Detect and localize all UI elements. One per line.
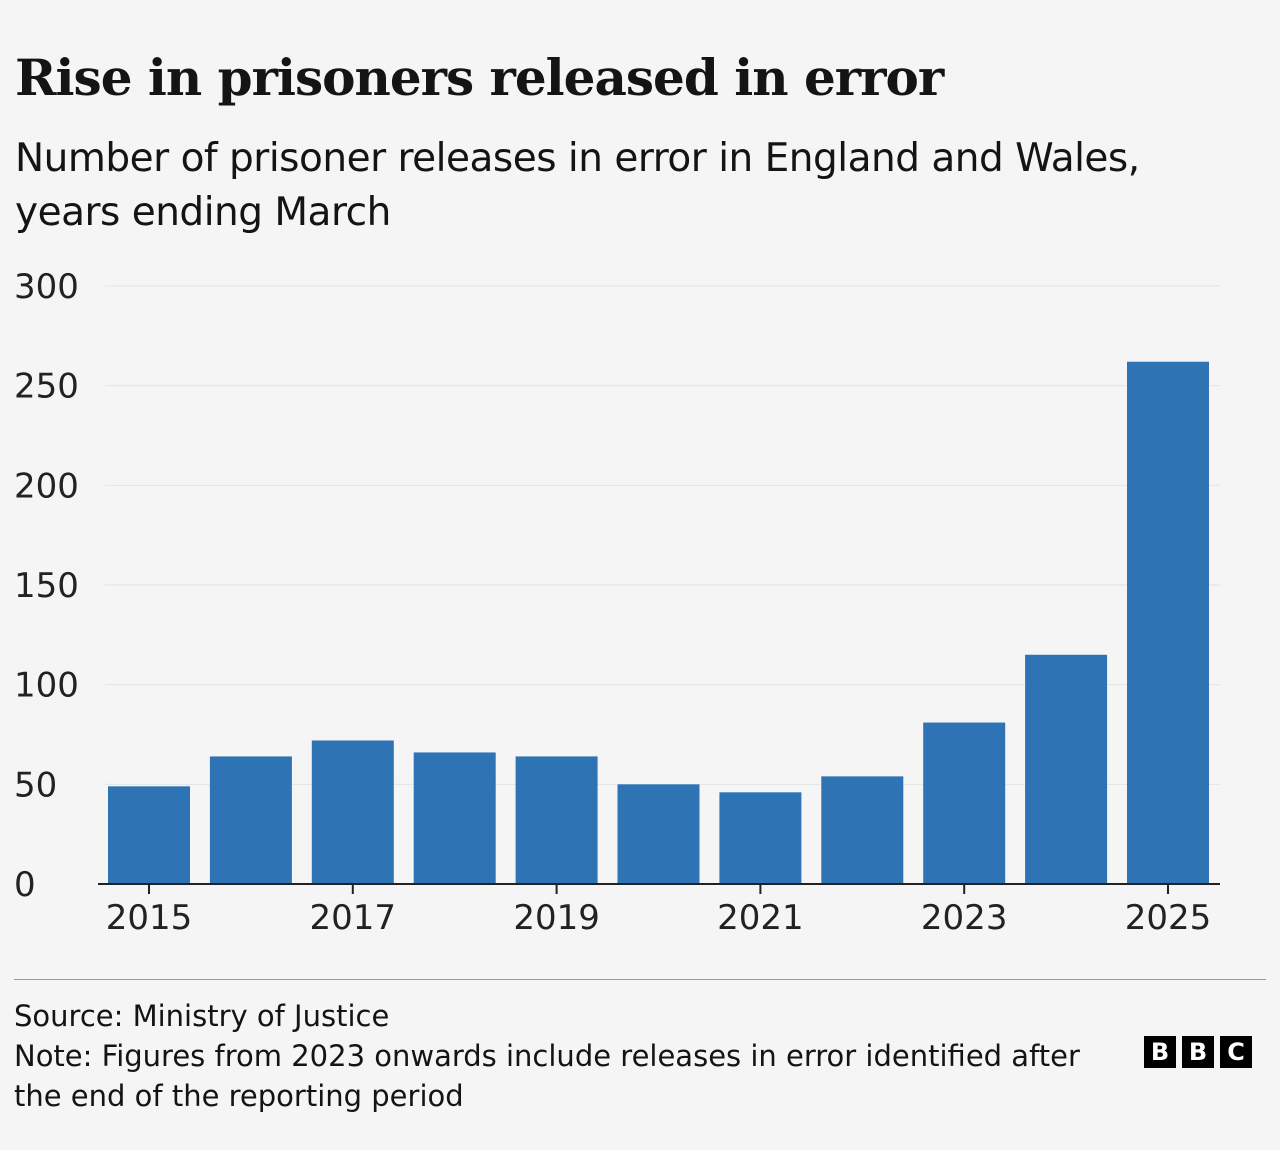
bbc-logo-letter: B — [1144, 1036, 1176, 1068]
bbc-logo: B B C — [1144, 1036, 1252, 1068]
bbc-logo-letter: C — [1220, 1036, 1252, 1068]
y-tick-label: 0 — [14, 865, 36, 905]
x-tick-label: 2021 — [717, 898, 804, 938]
y-tick-label: 300 — [14, 267, 79, 307]
bar-2018 — [413, 752, 496, 884]
chart-subtitle: Number of prisoner releases in error in … — [15, 136, 1140, 235]
x-tick-label: 2017 — [310, 898, 397, 938]
y-tick-label: 100 — [14, 666, 79, 706]
bar-2020 — [617, 784, 700, 884]
bbc-logo-letter: B — [1182, 1036, 1214, 1068]
bar-2024 — [1025, 654, 1108, 884]
y-tick-label: 250 — [14, 367, 79, 407]
bar-2023 — [923, 722, 1006, 884]
x-tick-label: 2015 — [106, 898, 193, 938]
chart-title: Rise in prisoners released in error — [15, 48, 944, 107]
bar-chart: 0 50 100 150 200 250 300 2015 2017 2019 2021 2023 20… — [14, 267, 1220, 938]
y-tick-label: 200 — [14, 466, 79, 506]
x-tick-label: 2025 — [1125, 898, 1212, 938]
x-tick-label: 2019 — [513, 898, 600, 938]
bar-2016 — [209, 756, 292, 884]
bar-2022 — [821, 776, 904, 884]
note-text: Note: Figures from 2023 onwards include … — [14, 1039, 1080, 1113]
bar-2017 — [311, 740, 394, 884]
bar-2015 — [108, 786, 190, 884]
bar-2025 — [1127, 361, 1209, 884]
bar-2019 — [515, 756, 598, 884]
y-tick-label: 150 — [14, 566, 79, 606]
bar-2021 — [719, 792, 802, 884]
x-tick-label: 2023 — [921, 898, 1008, 938]
y-tick-label: 50 — [14, 765, 57, 805]
source-text: Source: Ministry of Justice — [14, 999, 390, 1033]
divider — [14, 979, 1266, 980]
